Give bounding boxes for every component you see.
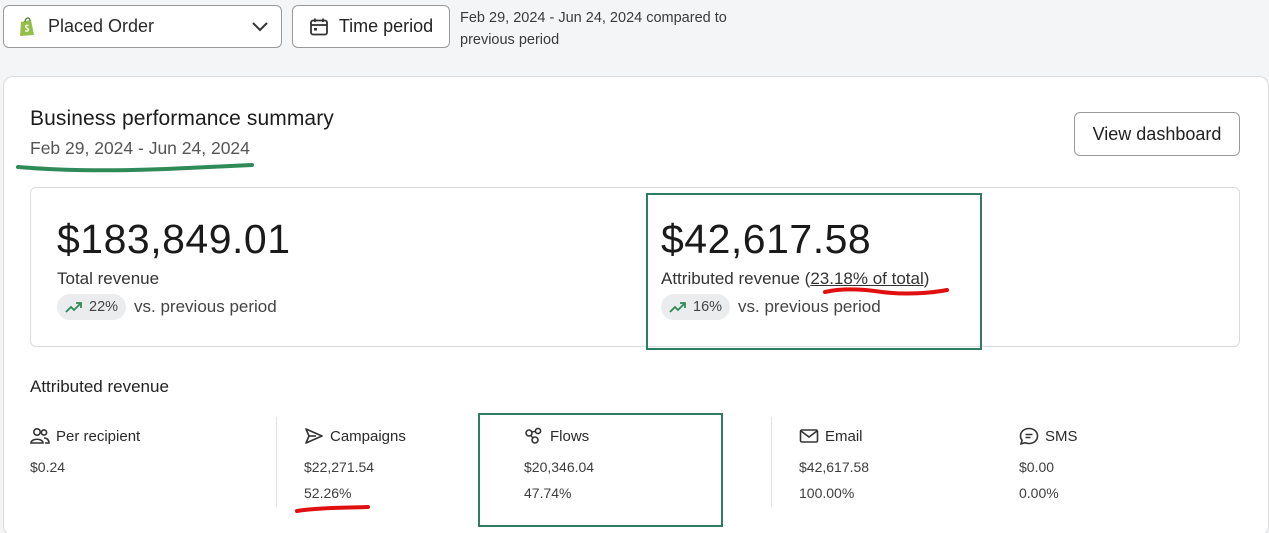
stat-campaigns: Campaigns $22,271.54 52.26% bbox=[304, 427, 406, 502]
send-icon bbox=[305, 428, 323, 444]
flows-icon bbox=[525, 427, 542, 444]
calendar-icon bbox=[309, 18, 328, 35]
stat-value: $0.24 bbox=[30, 459, 66, 475]
flows-highlight-box bbox=[478, 413, 723, 527]
trend-up-icon bbox=[65, 302, 82, 313]
stat-sms: SMS $0.00 0.00% bbox=[1019, 427, 1078, 502]
total-revenue-label: Total revenue bbox=[57, 269, 160, 288]
metric-select[interactable]: Placed Order bbox=[3, 5, 282, 48]
red-underline-annotation bbox=[823, 287, 949, 296]
metric-select-value: Placed Order bbox=[48, 16, 155, 36]
red-underline-annotation bbox=[295, 505, 370, 513]
attributed-revenue-label: Attributed revenue (23.18% of total) bbox=[661, 269, 929, 289]
comparison-range-note: Feb 29, 2024 - Jun 24, 2024 compared to … bbox=[460, 10, 727, 48]
trend-text: vs. previous period bbox=[738, 297, 881, 316]
divider bbox=[276, 417, 277, 507]
stat-head: Flows bbox=[524, 427, 594, 445]
revenue-overview: $183,849.01 Total revenue 22% vs. previo… bbox=[30, 187, 1240, 347]
attributed-revenue-trend: 16% vs. previous period bbox=[661, 294, 881, 320]
stat-per-recipient: Per recipient $0.24 bbox=[30, 427, 140, 476]
stat-value: $0.00 bbox=[1019, 459, 1055, 475]
trend-up-icon bbox=[669, 302, 686, 313]
trend-badge: 22% bbox=[57, 294, 127, 320]
trend-badge: 16% bbox=[661, 294, 731, 320]
stat-name: Email bbox=[825, 427, 863, 445]
stat-value: $22,271.54 bbox=[304, 459, 375, 475]
stat-name: SMS bbox=[1045, 427, 1078, 445]
view-dashboard-button[interactable]: View dashboard bbox=[1074, 112, 1240, 156]
total-revenue-trend: 22% vs. previous period bbox=[57, 294, 277, 320]
stat-value: $20,346.04 bbox=[524, 459, 595, 475]
time-period-label: Time period bbox=[338, 16, 434, 36]
stat-name: Campaigns bbox=[330, 427, 406, 445]
attributed-highlight-box bbox=[646, 193, 982, 350]
stat-head: Per recipient bbox=[30, 427, 140, 445]
stat-head: SMS bbox=[1019, 427, 1078, 445]
stat-percent: 0.00% bbox=[1019, 485, 1059, 501]
stat-head: Campaigns bbox=[304, 427, 406, 445]
business-performance-card: Business performance summary Feb 29, 202… bbox=[3, 76, 1269, 533]
attributed-revenue-amount: $42,617.58 bbox=[661, 216, 872, 262]
summary-date-range: Feb 29, 2024 - Jun 24, 2024 bbox=[30, 138, 250, 158]
sms-icon bbox=[1019, 427, 1039, 445]
attributed-breakdown-title: Attributed revenue bbox=[30, 377, 169, 396]
stat-percent: 47.74% bbox=[524, 485, 572, 501]
mail-icon bbox=[799, 429, 819, 443]
stat-name: Per recipient bbox=[56, 427, 141, 445]
attributed-share-link[interactable]: 23.18% of total bbox=[810, 269, 924, 288]
stat-head: Email bbox=[799, 427, 869, 445]
stat-percent: 52.26% bbox=[304, 485, 352, 501]
chevron-down-icon bbox=[252, 21, 268, 31]
attributed-label-suffix: ) bbox=[923, 269, 930, 288]
total-revenue-amount: $183,849.01 bbox=[57, 216, 291, 262]
stat-value: $42,617.58 bbox=[799, 459, 870, 475]
trend-text: vs. previous period bbox=[134, 297, 277, 316]
summary-title: Business performance summary bbox=[30, 107, 334, 130]
shopify-icon bbox=[20, 16, 34, 36]
trend-percent: 16% bbox=[693, 299, 723, 315]
divider bbox=[771, 417, 772, 507]
stat-percent: 100.00% bbox=[799, 485, 855, 501]
stat-email: Email $42,617.58 100.00% bbox=[799, 427, 870, 502]
stat-flows: Flows $20,346.04 47.74% bbox=[524, 427, 595, 502]
green-underline-annotation bbox=[16, 163, 254, 173]
attributed-label-prefix: Attributed revenue ( bbox=[661, 269, 811, 288]
toolbar: Placed Order Time period Feb 29, 2024 - … bbox=[0, 0, 1269, 60]
trend-percent: 22% bbox=[89, 299, 119, 315]
people-icon bbox=[30, 427, 50, 444]
stat-name: Flows bbox=[550, 427, 590, 445]
time-period-button[interactable]: Time period bbox=[292, 5, 450, 48]
